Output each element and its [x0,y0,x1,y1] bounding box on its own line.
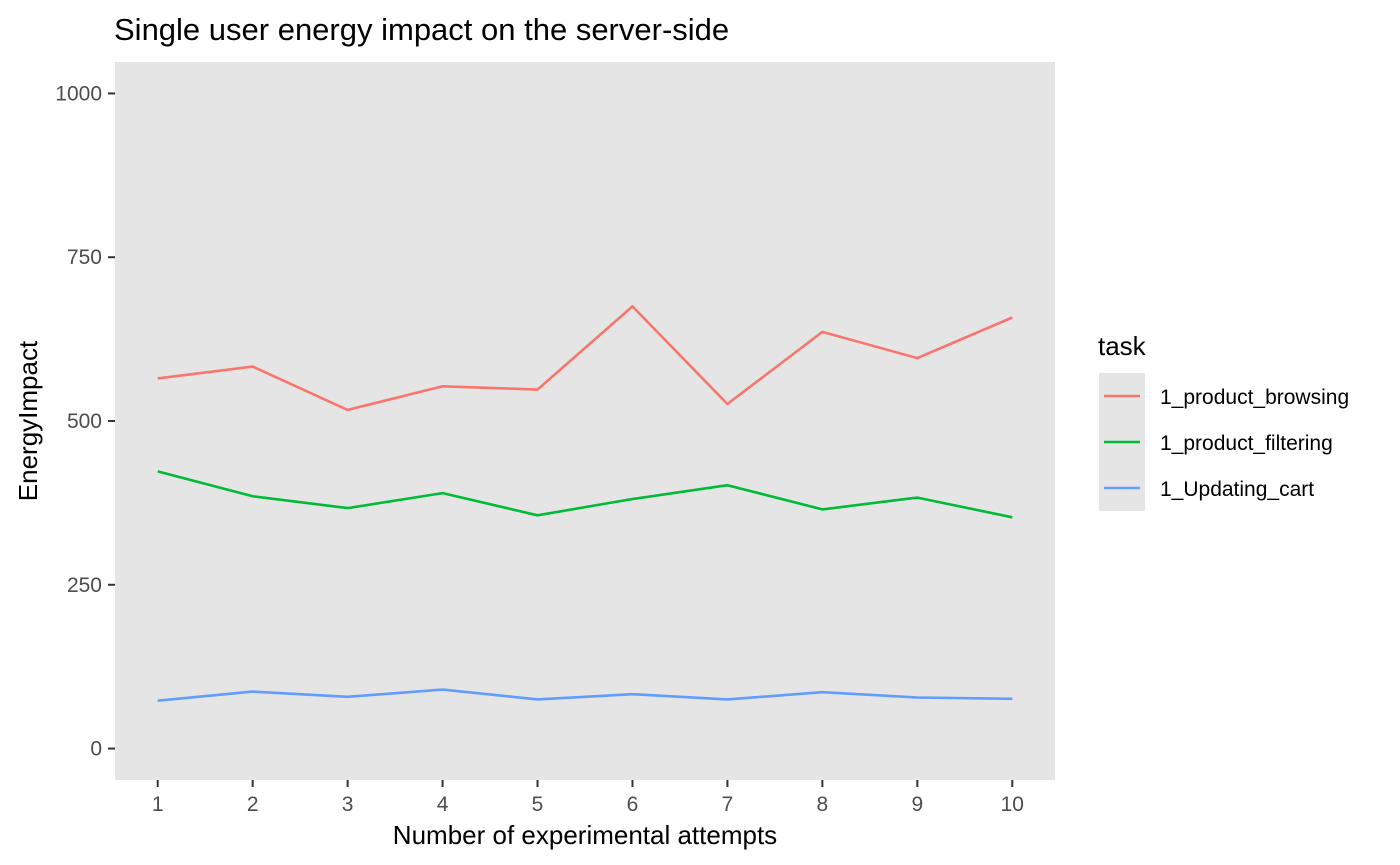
x-axis-title: Number of experimental attempts [393,820,777,850]
axis-layer: 0 250 500 750 1000 1 2 3 4 5 6 7 8 9 10 [55,82,1024,816]
legend-label: 1_Updating_cart [1160,478,1314,501]
y-tick-label: 0 [90,738,102,761]
x-tick-label: 9 [911,793,923,816]
x-tick-label: 10 [1001,793,1024,816]
chart-title: Single user energy impact on the server-… [114,12,729,47]
legend-label: 1_product_filtering [1160,432,1333,455]
y-tick-label: 1000 [55,82,102,105]
legend-title: task [1098,331,1147,361]
x-tick-label: 3 [342,793,354,816]
y-tick-label: 250 [67,574,102,597]
series-line-3 [157,688,1013,702]
x-tick-label: 6 [627,793,639,816]
series-line-1 [157,305,1013,412]
x-tick-label: 4 [437,793,449,816]
x-tick-label: 7 [722,793,734,816]
x-tick-label: 1 [152,793,164,816]
plot-panel [115,62,1055,780]
plot-layer [157,305,1013,702]
legend: task 1_product_browsing 1_product_filteri… [1098,331,1349,511]
series-line-2 [157,470,1013,519]
y-tick-label: 750 [67,246,102,269]
x-tick-label: 8 [817,793,829,816]
y-axis-title: EnergyImpact [13,340,43,501]
y-tick-label: 500 [67,410,102,433]
legend-label: 1_product_browsing [1160,386,1349,409]
x-tick-label: 5 [532,793,544,816]
x-tick-label: 2 [247,793,259,816]
